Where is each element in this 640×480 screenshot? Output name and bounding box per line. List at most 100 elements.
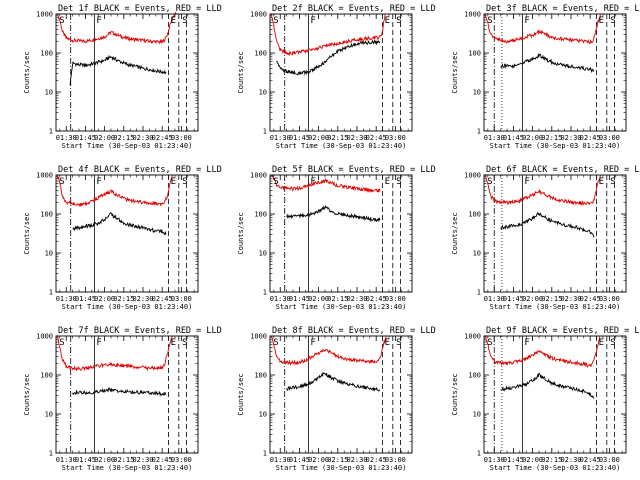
- x-tick-label: 01:45: [289, 456, 310, 464]
- y-tick-label: 10: [259, 411, 267, 419]
- y-tick-label: 10: [45, 411, 53, 419]
- x-axis-label: Start Time (30-Sep-03 01:23:40): [490, 142, 621, 150]
- x-tick-label: 01:45: [75, 295, 96, 303]
- y-tick-label: 100: [40, 211, 53, 219]
- marker-label-s: S: [487, 177, 492, 187]
- marker-label-s: S: [610, 338, 615, 348]
- y-tick-label: 1: [49, 450, 53, 458]
- panel-det-9f: Det 9f BLACK = Events, RED = LLD Counts/s…: [451, 326, 640, 472]
- marker-label-s: S: [273, 338, 278, 348]
- y-axis-label: Counts/sec: [23, 51, 31, 93]
- events-series-line: [500, 211, 595, 238]
- x-tick-label: 01:30: [484, 295, 505, 303]
- x-tick-label: 01:45: [503, 134, 524, 142]
- panel-title: Det 9f BLACK = Events, RED = LLD: [486, 326, 640, 336]
- x-tick-label: 03:00: [599, 134, 620, 142]
- y-tick-label: 1000: [36, 11, 53, 19]
- lld-series-line: [56, 174, 173, 208]
- marker-label-e: E: [385, 177, 390, 187]
- x-tick-label: 02:00: [308, 295, 329, 303]
- marker-label-s: S: [182, 16, 187, 26]
- panel-title: Det 6f BLACK = Events, RED = LLD: [486, 165, 640, 175]
- panel-det-3f: Det 3f BLACK = Events, RED = LLD Counts/s…: [451, 4, 640, 150]
- x-tick-label: 02:15: [541, 134, 562, 142]
- x-tick-label: 02:45: [152, 295, 173, 303]
- x-tick-label: 02:15: [327, 456, 348, 464]
- x-tick-label: 03:00: [171, 456, 192, 464]
- x-tick-label: 02:45: [152, 134, 173, 142]
- y-tick-label: 100: [40, 372, 53, 380]
- x-tick-label: 01:30: [270, 134, 291, 142]
- x-tick-label: 01:45: [75, 134, 96, 142]
- panel-det-6f: Det 6f BLACK = Events, RED = LLD Counts/s…: [451, 165, 640, 311]
- marker-label-f: F: [524, 16, 529, 26]
- marker-label-s: S: [182, 338, 187, 348]
- marker-label-e: E: [171, 177, 176, 187]
- marker-label-f: F: [96, 177, 101, 187]
- x-axis-label: Start Time (30-Sep-03 01:23:40): [62, 464, 193, 472]
- marker-label-f: F: [310, 16, 315, 26]
- panel-det-8f: Det 8f BLACK = Events, RED = LLD Counts/s…: [237, 326, 436, 472]
- x-tick-label: 01:30: [484, 134, 505, 142]
- y-tick-label: 100: [254, 50, 267, 58]
- events-series-line: [286, 372, 381, 392]
- marker-label-e: E: [599, 16, 604, 26]
- x-tick-label: 02:30: [346, 134, 367, 142]
- x-tick-label: 02:45: [152, 456, 173, 464]
- marker-label-s: S: [396, 16, 401, 26]
- marker-label-f: F: [310, 177, 315, 187]
- x-tick-label: 02:45: [366, 134, 387, 142]
- x-axis-label: Start Time (30-Sep-03 01:23:40): [276, 464, 407, 472]
- lld-series-line: [484, 174, 601, 207]
- lld-series-line: [484, 13, 601, 45]
- y-tick-label: 100: [468, 50, 481, 58]
- x-axis-label: Start Time (30-Sep-03 01:23:40): [62, 142, 193, 150]
- x-tick-label: 02:00: [522, 456, 543, 464]
- y-axis-label: Counts/sec: [237, 373, 245, 415]
- events-series-line: [69, 54, 167, 86]
- marker-label-f: F: [96, 16, 101, 26]
- marker-label-s: S: [396, 177, 401, 187]
- y-tick-label: 1000: [464, 11, 481, 19]
- panel-title: Det 8f BLACK = Events, RED = LLD: [272, 326, 436, 336]
- marker-label-s: S: [59, 16, 64, 26]
- events-series-line: [500, 372, 595, 399]
- panel-det-1f: Det 1f BLACK = Events, RED = LLD Counts/s…: [23, 4, 222, 150]
- x-tick-label: 02:30: [132, 456, 153, 464]
- y-tick-label: 1: [49, 289, 53, 297]
- events-series-line: [72, 387, 167, 397]
- x-tick-label: 02:30: [560, 134, 581, 142]
- y-tick-label: 1: [263, 450, 267, 458]
- marker-label-e: E: [171, 16, 176, 26]
- x-tick-label: 03:00: [171, 134, 192, 142]
- y-tick-label: 1000: [464, 333, 481, 341]
- panel-det-4f: Det 4f BLACK = Events, RED = LLD Counts/s…: [23, 165, 222, 311]
- events-series-line: [500, 52, 595, 73]
- plot-frame: [483, 13, 627, 132]
- x-tick-label: 01:30: [56, 295, 77, 303]
- panel-title: Det 7f BLACK = Events, RED = LLD: [58, 326, 222, 336]
- events-series-line: [286, 204, 381, 223]
- marker-label-s: S: [273, 16, 278, 26]
- y-tick-label: 10: [259, 89, 267, 97]
- y-tick-label: 10: [473, 250, 481, 258]
- lld-series-line: [484, 335, 601, 368]
- y-tick-label: 1000: [36, 333, 53, 341]
- marker-label-f: F: [310, 338, 315, 348]
- y-tick-label: 1000: [464, 172, 481, 180]
- lld-series-line: [56, 335, 173, 372]
- y-axis-label: Counts/sec: [451, 373, 459, 415]
- x-tick-label: 01:30: [484, 456, 505, 464]
- plot-frame: [269, 174, 413, 293]
- y-tick-label: 100: [254, 211, 267, 219]
- x-tick-label: 01:45: [75, 456, 96, 464]
- y-axis-label: Counts/sec: [451, 51, 459, 93]
- y-tick-label: 1: [477, 289, 481, 297]
- x-tick-label: 01:45: [289, 134, 310, 142]
- panel-title: Det 1f BLACK = Events, RED = LLD: [58, 4, 222, 14]
- marker-label-f: F: [96, 338, 101, 348]
- x-tick-label: 02:15: [113, 134, 134, 142]
- y-tick-label: 1: [263, 128, 267, 136]
- x-tick-label: 01:30: [270, 295, 291, 303]
